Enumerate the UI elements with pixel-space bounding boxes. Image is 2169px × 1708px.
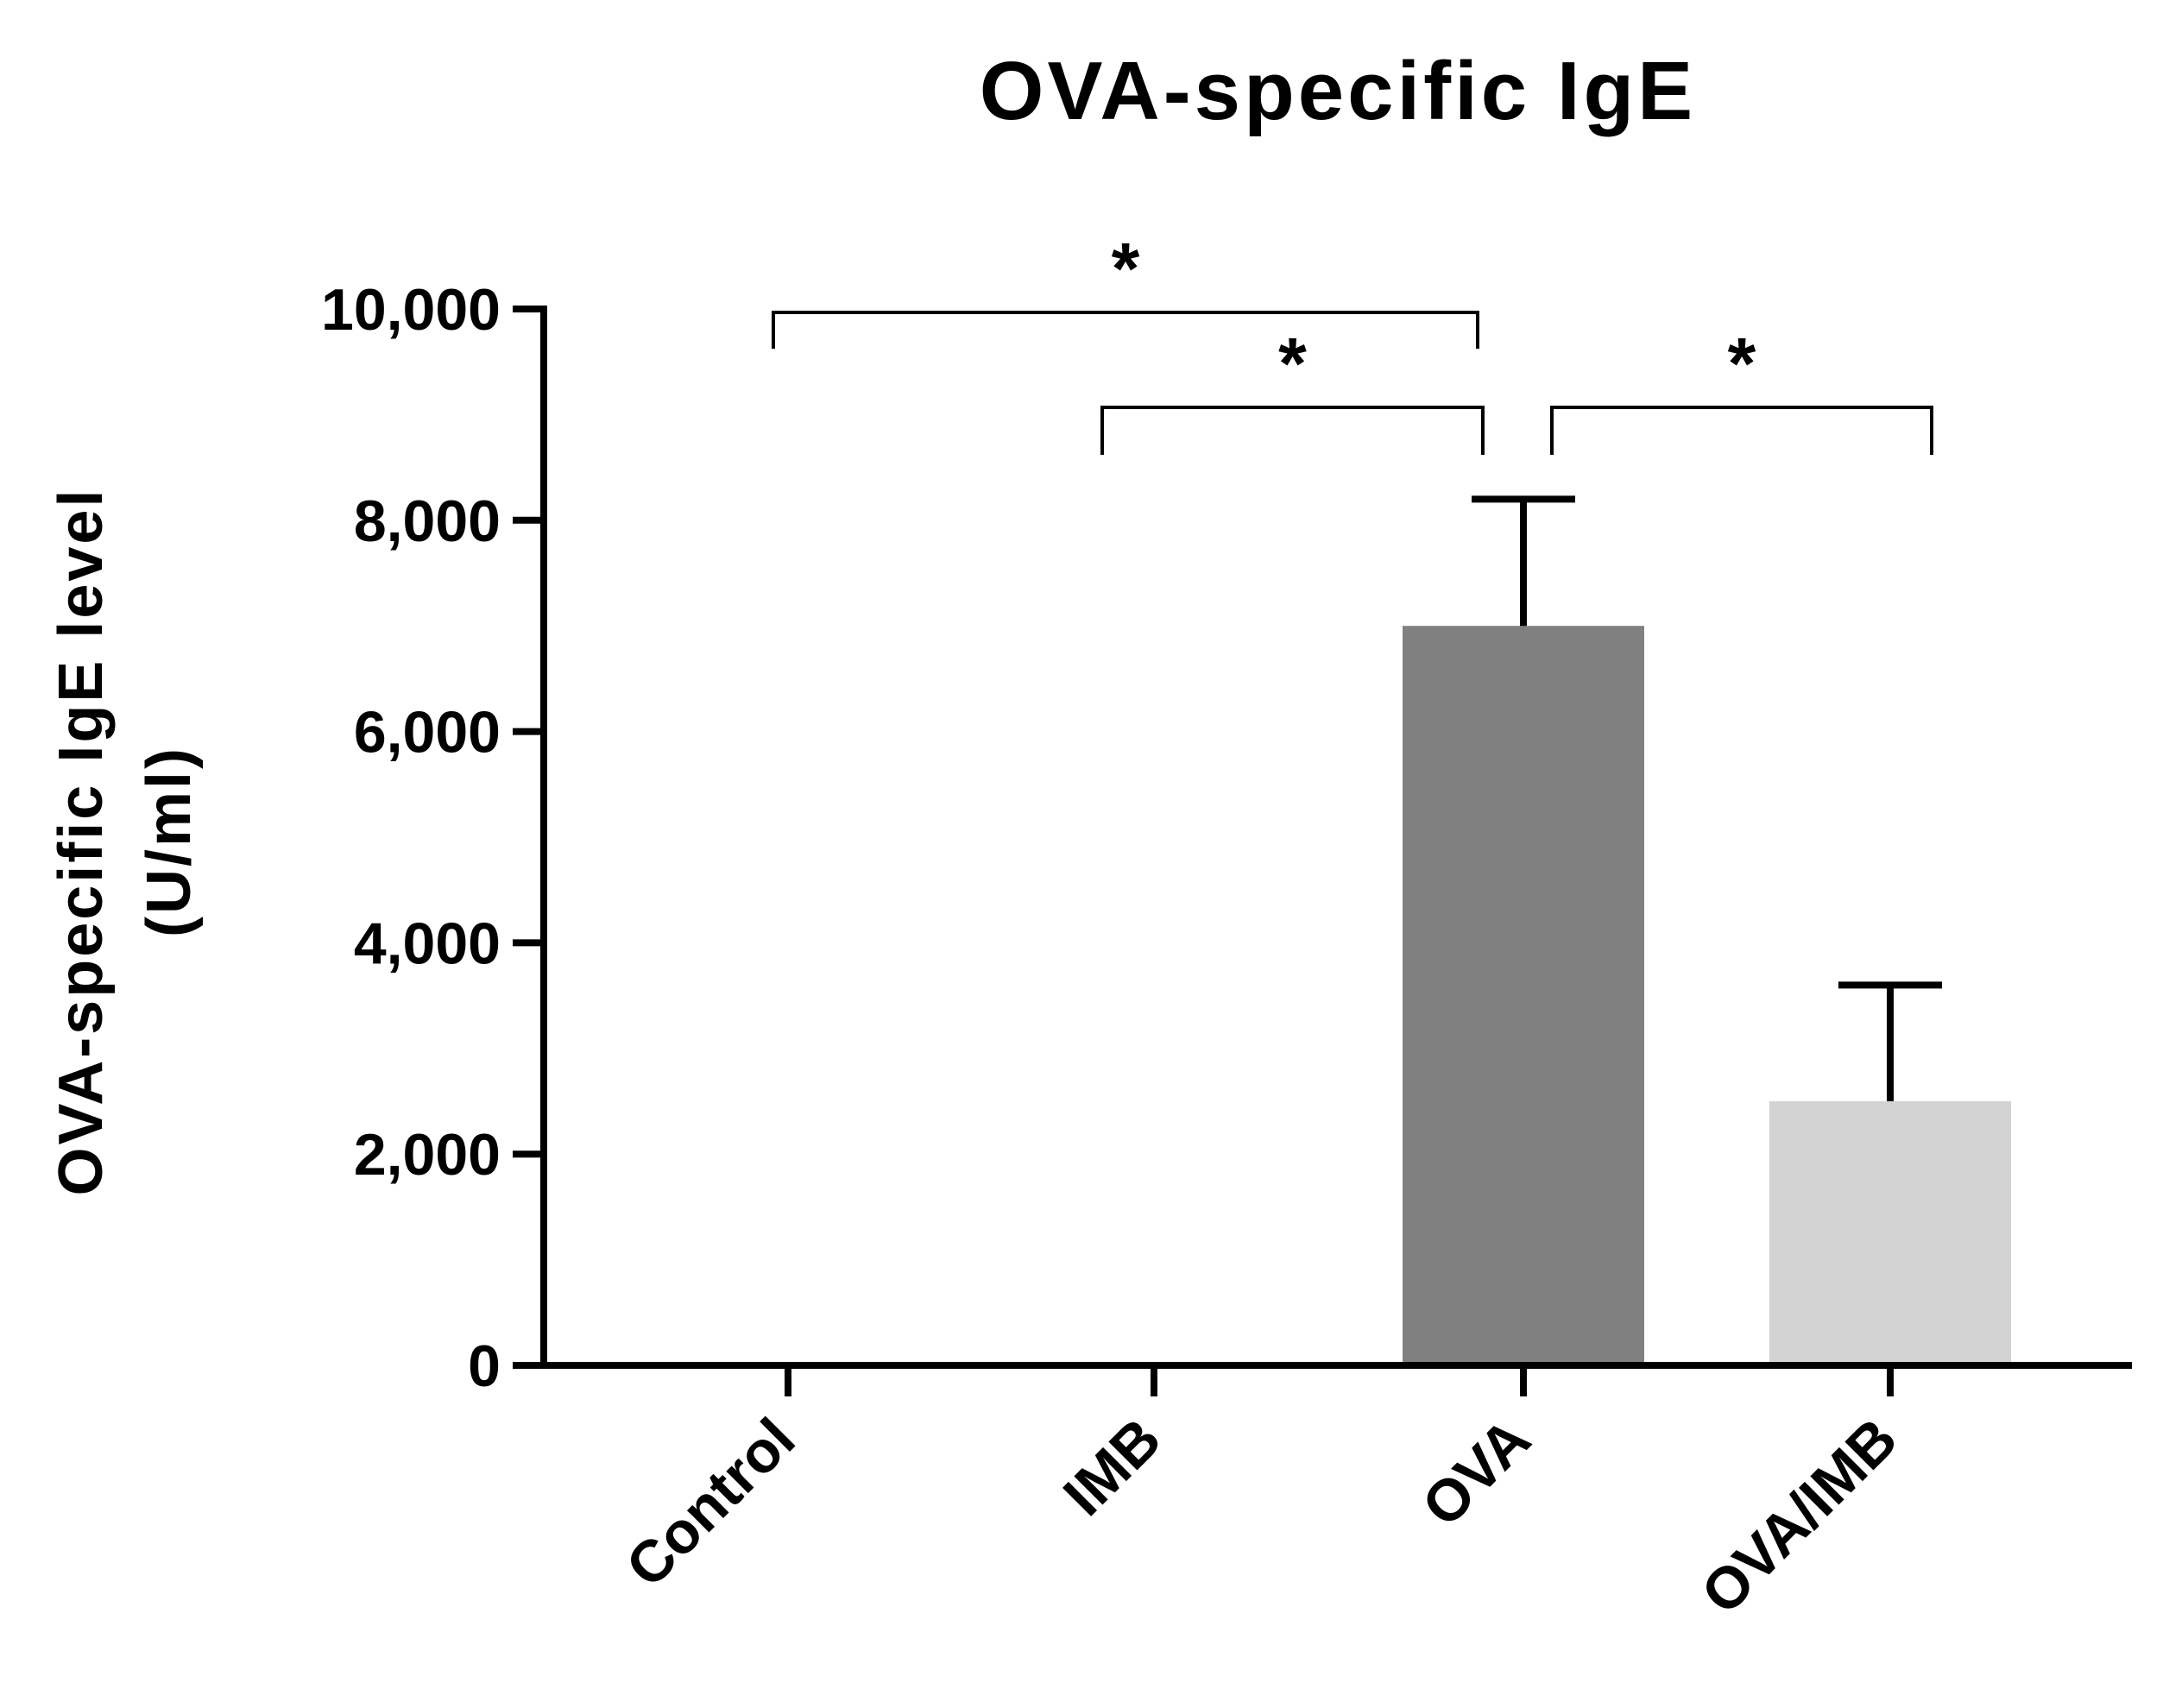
- x-tick-label-ova: OVA: [1409, 1406, 1542, 1539]
- sig-bracket-control-vs-ova: [772, 311, 1479, 349]
- sig-bracket-ova-vs-ova-imb: [1550, 406, 1933, 455]
- sig-bracket-ova-vs-ova-imb-label: *: [1728, 323, 1756, 404]
- plot-area: 0 2,000 4,000 6,000 8,000 10,000 Control IMB OVA…: [321, 228, 2132, 1627]
- x-tick-label-control: Control: [614, 1406, 808, 1600]
- x-tick-label-imb: IMB: [1051, 1406, 1174, 1528]
- y-axis-label-main: OVA-specific IgE level: [47, 488, 116, 1196]
- y-tick-label-10000: 10,000: [321, 277, 501, 343]
- y-tick-label-6000: 6,000: [354, 700, 501, 766]
- y-tick-label-2000: 2,000: [354, 1122, 501, 1188]
- bar-ova-imb: [1769, 1101, 2011, 1365]
- sig-bracket-imb-vs-ova-label: *: [1278, 323, 1307, 404]
- y-tick-label-0: 0: [468, 1333, 501, 1399]
- x-tick-label-ova-imb: OVA/IMB: [1689, 1406, 1910, 1627]
- y-tick-label-4000: 4,000: [354, 911, 501, 976]
- chart-title: OVA-specific IgE: [980, 45, 1696, 137]
- y-axis-label: OVA-specific IgE level (U/ml): [47, 488, 204, 1196]
- y-axis-label-unit: (U/ml): [135, 746, 204, 937]
- bar-ova: [1403, 626, 1644, 1365]
- y-tick-label-8000: 8,000: [354, 488, 501, 554]
- sig-bracket-imb-vs-ova: [1100, 406, 1485, 455]
- sig-bracket-control-vs-ova-label: *: [1112, 228, 1140, 309]
